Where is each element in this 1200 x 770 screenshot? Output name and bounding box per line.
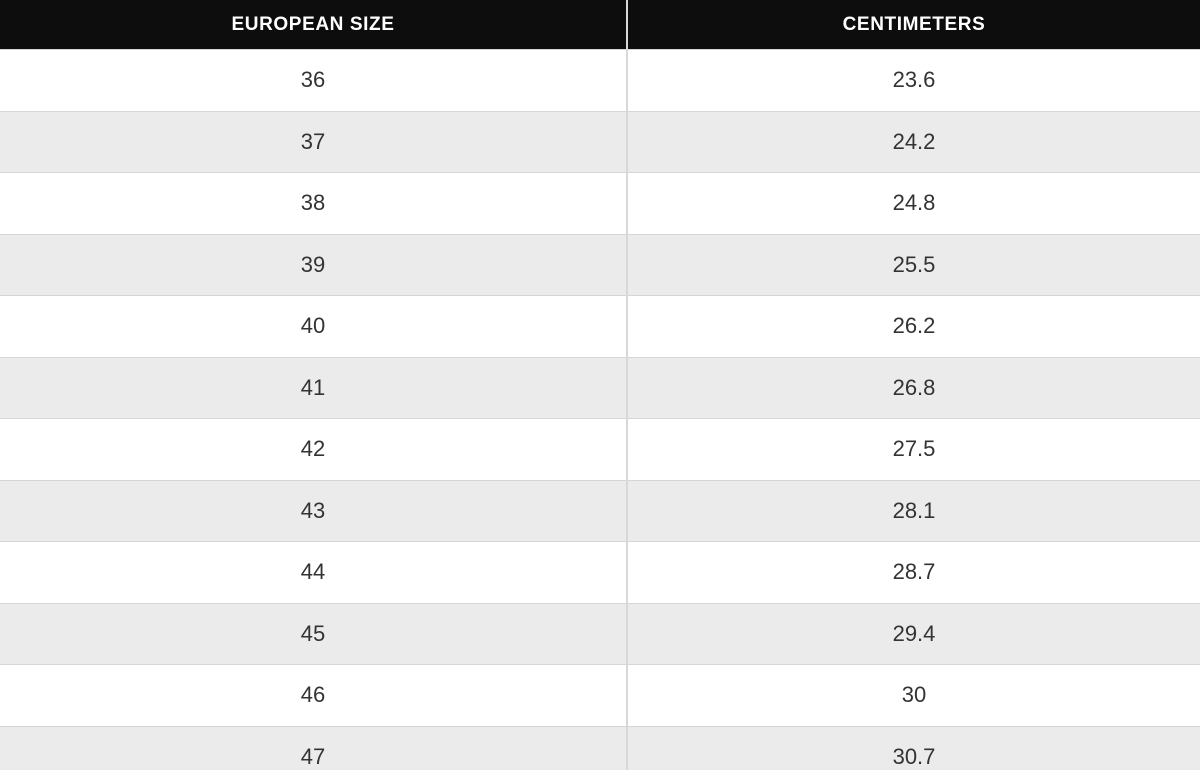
column-header-centimeters: CENTIMETERS: [627, 0, 1200, 50]
centimeters-cell: 30.7: [627, 725, 1200, 770]
centimeters-cell: 24.2: [627, 110, 1200, 173]
centimeters-cell: 28.1: [627, 479, 1200, 542]
european-size-cell: 43: [0, 479, 628, 542]
european-size-cell: 36: [0, 49, 628, 111]
table-row: 36 23.6: [0, 49, 1200, 111]
table-row: 37 24.2: [0, 110, 1200, 173]
table-row: 38 24.8: [0, 172, 1200, 234]
table-body: 36 23.6 37 24.2 38 24.8 39 25.5 40 26.2 …: [0, 49, 1200, 770]
centimeters-cell: 23.6: [627, 49, 1200, 111]
european-size-cell: 40: [0, 295, 628, 357]
european-size-cell: 37: [0, 110, 628, 173]
table-row: 42 27.5: [0, 418, 1200, 480]
table-row: 40 26.2: [0, 295, 1200, 357]
header-row: EUROPEAN SIZE CENTIMETERS: [0, 0, 1200, 50]
centimeters-cell: 24.8: [627, 172, 1200, 234]
european-size-cell: 39: [0, 233, 628, 296]
european-size-cell: 41: [0, 356, 628, 419]
table-row: 47 30.7: [0, 725, 1200, 770]
table-row: 44 28.7: [0, 541, 1200, 603]
table-row: 45 29.4: [0, 602, 1200, 665]
centimeters-cell: 30: [627, 664, 1200, 726]
table-row: 41 26.8: [0, 356, 1200, 419]
european-size-cell: 42: [0, 418, 628, 480]
european-size-cell: 47: [0, 725, 628, 770]
centimeters-cell: 26.2: [627, 295, 1200, 357]
european-size-cell: 38: [0, 172, 628, 234]
european-size-cell: 44: [0, 541, 628, 603]
centimeters-cell: 25.5: [627, 233, 1200, 296]
column-header-european-size: EUROPEAN SIZE: [0, 0, 628, 50]
table-row: 39 25.5: [0, 233, 1200, 296]
centimeters-cell: 28.7: [627, 541, 1200, 603]
centimeters-cell: 29.4: [627, 602, 1200, 665]
table-header: EUROPEAN SIZE CENTIMETERS: [0, 0, 1200, 50]
table-row: 43 28.1: [0, 479, 1200, 542]
european-size-cell: 46: [0, 664, 628, 726]
table-row: 46 30: [0, 664, 1200, 726]
european-size-cell: 45: [0, 602, 628, 665]
centimeters-cell: 26.8: [627, 356, 1200, 419]
centimeters-cell: 27.5: [627, 418, 1200, 480]
